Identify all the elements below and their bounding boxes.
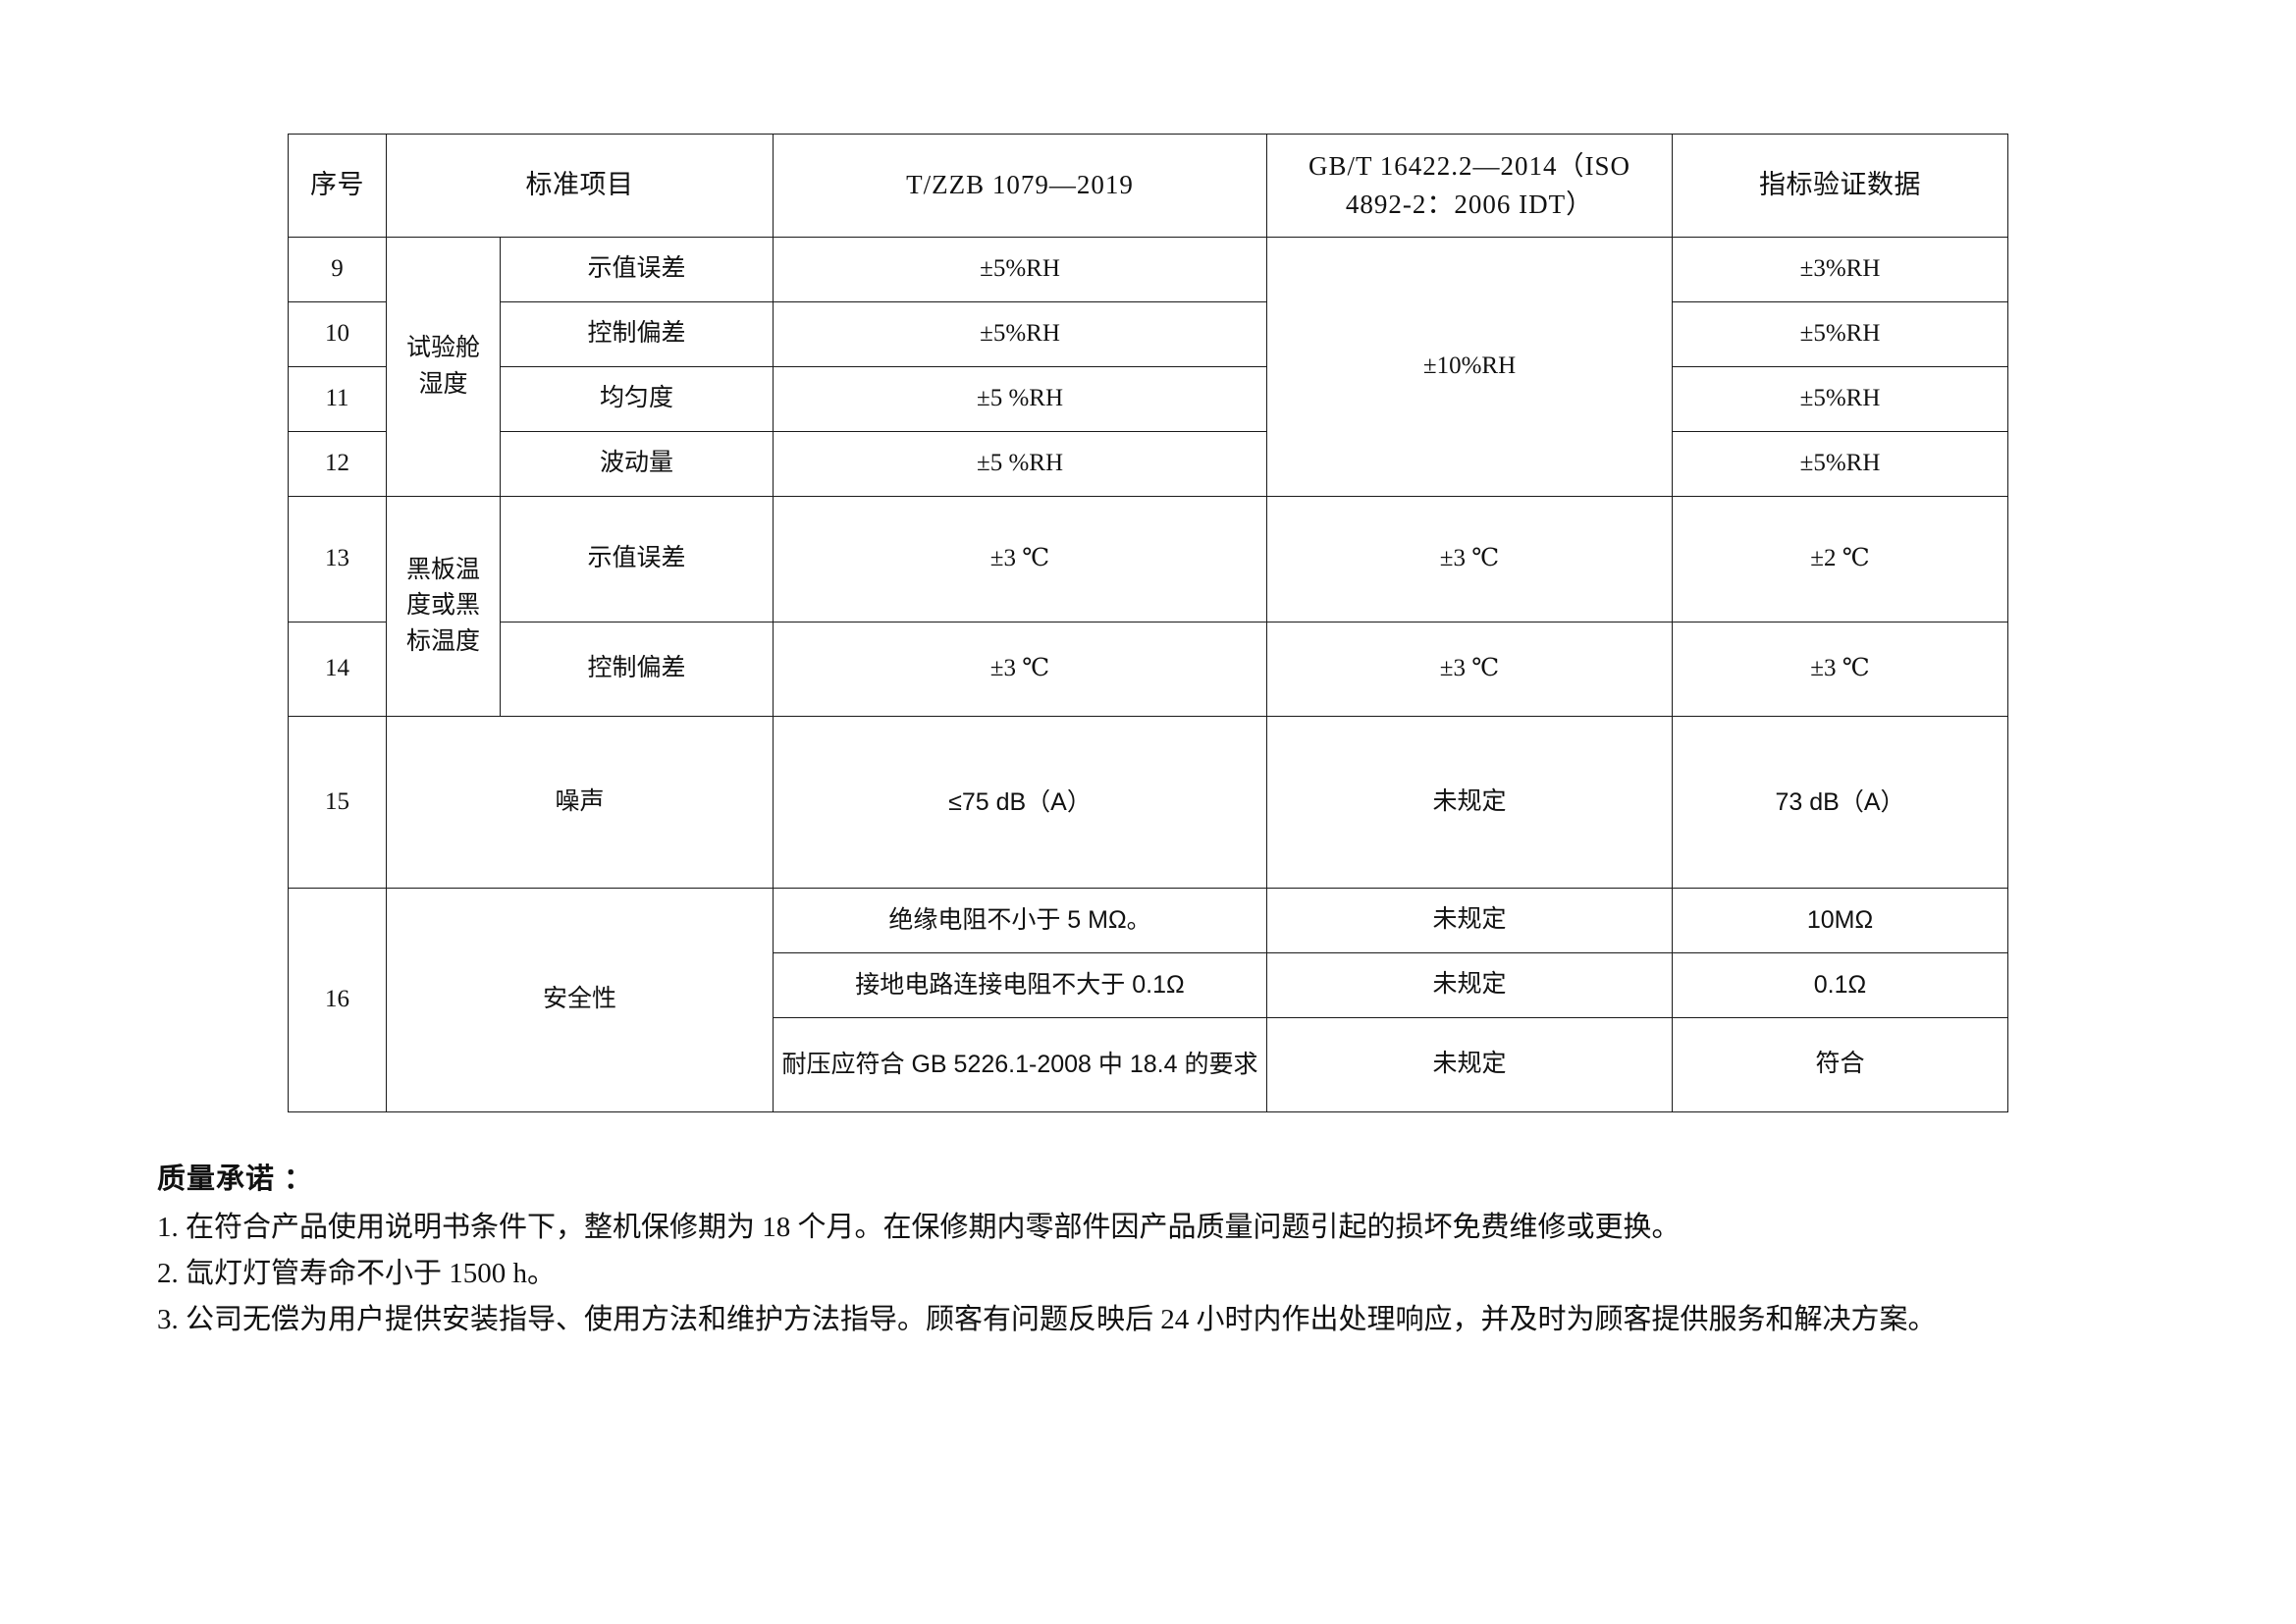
row-verify-value: 0.1Ω [1672,952,2008,1018]
row-zzb-value: ≤75 dB（A） [773,716,1267,889]
row-verify-value: 符合 [1672,1017,2008,1112]
row-seq: 13 [288,496,387,623]
row-seq: 15 [288,716,387,889]
row-seq: 11 [288,366,387,432]
row-item: 控制偏差 [500,301,774,367]
row-zzb-value: 接地电路连接电阻不大于 0.1Ω [773,952,1267,1018]
commitment-item-2: 2. 氙灯灯管寿命不小于 1500 h。 [157,1257,557,1289]
row-item: 噪声 [386,716,774,889]
row-zzb-value: ±5%RH [773,237,1267,302]
row-verify-value: ±5%RH [1672,431,2008,497]
row-item: 均匀度 [500,366,774,432]
header-gbt-line2: 4892-2：2006 IDT） [1345,189,1594,219]
group-label-humidity: 试验舱湿度 [386,237,501,497]
row-seq: 16 [288,888,387,1112]
row-zzb-value: 耐压应符合 GB 5226.1-2008 中 18.4 的要求 [773,1017,1267,1112]
group-label-blackpanel: 黑板温度或黑标温度 [386,496,501,717]
header-gbt-line1: GB/T 16422.2—2014（ISO [1308,150,1631,181]
header-verification-data: 指标验证数据 [1672,134,2008,238]
row-zzb-value: ±5 %RH [773,431,1267,497]
header-seq: 序号 [288,134,387,238]
commitment-item-1: 1. 在符合产品使用说明书条件下，整机保修期为 18 个月。在保修期内零部件因产… [157,1211,1681,1243]
header-gbt: GB/T 16422.2—2014（ISO 4892-2：2006 IDT） [1266,134,1673,238]
row-zzb-value: ±3 ℃ [773,622,1267,717]
row-verify-value: 73 dB（A） [1672,716,2008,889]
row-item: 安全性 [386,888,774,1112]
row-gbt-value: ±10%RH [1266,237,1673,497]
specification-table: 序号 标准项目 T/ZZB 1079—2019 GB/T 16422.2—201… [288,134,2008,1112]
row-seq: 12 [288,431,387,497]
header-standard-item: 标准项目 [386,134,774,238]
row-gbt-value: 未规定 [1266,716,1673,889]
row-item: 波动量 [500,431,774,497]
row-seq: 10 [288,301,387,367]
header-tzzb: T/ZZB 1079—2019 [773,134,1267,238]
table-row: 11 均匀度 ±5 %RH ±5%RH [288,366,2008,432]
row-verify-value: 10MΩ [1672,888,2008,953]
row-verify-value: ±5%RH [1672,301,2008,367]
table-row: 15 噪声 ≤75 dB（A） 未规定 73 dB（A） [288,716,2008,889]
quality-commitment-section: 质量承诺 ： 1. 在符合产品使用说明书条件下，整机保修期为 18 个月。在保修… [157,1157,2174,1343]
row-item: 控制偏差 [500,622,774,717]
row-gbt-value: ±3 ℃ [1266,622,1673,717]
table-row: 12 波动量 ±5 %RH ±5%RH [288,431,2008,497]
row-seq: 9 [288,237,387,302]
row-verify-value: ±3 ℃ [1672,622,2008,717]
table-header-row: 序号 标准项目 T/ZZB 1079—2019 GB/T 16422.2—201… [288,134,2008,238]
table-row: 14 控制偏差 ±3 ℃ ±3 ℃ ±3 ℃ [288,622,2008,717]
row-zzb-value: ±3 ℃ [773,496,1267,623]
table-row: 耐压应符合 GB 5226.1-2008 中 18.4 的要求 未规定 符合 [289,1017,2008,1112]
row-zzb-value: 绝缘电阻不小于 5 MΩ。 [773,888,1267,953]
table-row: 13 黑板温度或黑标温度 示值误差 ±3 ℃ ±3 ℃ ±2 ℃ [288,496,2008,717]
row-seq: 14 [288,622,387,717]
quality-commitment-title: 质量承诺 ： [157,1164,314,1195]
commitment-item-3: 3. 公司无偿为用户提供安装指导、使用方法和维护方法指导。顾客有问题反映后 24… [157,1303,1937,1335]
row-verify-value: ±5%RH [1672,366,2008,432]
row-zzb-value: ±5%RH [773,301,1267,367]
row-verify-value: ±3%RH [1672,237,2008,302]
row-gbt-value: ±3 ℃ [1266,496,1673,623]
table-row: 10 控制偏差 ±5%RH ±5%RH [288,301,2008,367]
table-row: 接地电路连接电阻不大于 0.1Ω 未规定 0.1Ω [289,952,2008,1018]
row-gbt-value: 未规定 [1266,952,1673,1018]
table-row: 16 安全性 绝缘电阻不小于 5 MΩ。 未规定 10MΩ [288,888,2008,1112]
table-row: 9 试验舱湿度 示值误差 ±5%RH ±10%RH ±3%RH [288,237,2008,497]
row-item: 示值误差 [500,496,774,623]
row-zzb-value: ±5 %RH [773,366,1267,432]
row-gbt-value: 未规定 [1266,1017,1673,1112]
row-gbt-value: 未规定 [1266,888,1673,953]
row-item: 示值误差 [500,237,774,302]
row-verify-value: ±2 ℃ [1672,496,2008,623]
